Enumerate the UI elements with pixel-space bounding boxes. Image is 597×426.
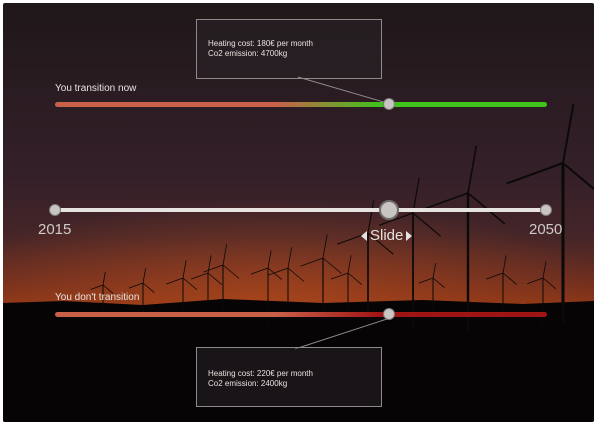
transition-now-bar [55, 102, 547, 107]
transition-co2-emission: Co2 emission: 4700kg [208, 49, 288, 58]
no-transition-heating-cost: Heating cost: 220€ per month [208, 369, 313, 378]
slider-start-point [49, 204, 61, 216]
chevron-left-icon [361, 230, 367, 241]
transition-heating-cost: Heating cost: 180€ per month [208, 39, 313, 48]
tooltip-connectors [294, 76, 388, 350]
year-slider-handle[interactable] [379, 200, 399, 220]
no-transition-co2-emission: Co2 emission: 2400kg [208, 379, 288, 388]
transition-now-label: You transition now [55, 83, 137, 94]
slider-end-point [540, 204, 552, 216]
wind-turbine-icon [90, 103, 594, 333]
chevron-right-icon [406, 230, 413, 241]
no-transition-label: You don't transition [55, 292, 140, 303]
no-transition-tooltip: Heating cost: 220€ per month Co2 emissio… [196, 347, 382, 407]
no-transition-bar [55, 312, 547, 317]
year-slider-track[interactable] [55, 208, 547, 212]
no-transition-marker [383, 308, 395, 320]
slide-handle-label[interactable]: Slide [361, 227, 413, 244]
end-year-label: 2050 [529, 221, 563, 238]
scenario-card: Heating cost: 180€ per month Co2 emissio… [3, 3, 594, 422]
slide-text: Slide [370, 227, 404, 244]
start-year-label: 2015 [38, 221, 72, 238]
transition-tooltip: Heating cost: 180€ per month Co2 emissio… [196, 19, 382, 79]
transition-now-marker [383, 98, 395, 110]
